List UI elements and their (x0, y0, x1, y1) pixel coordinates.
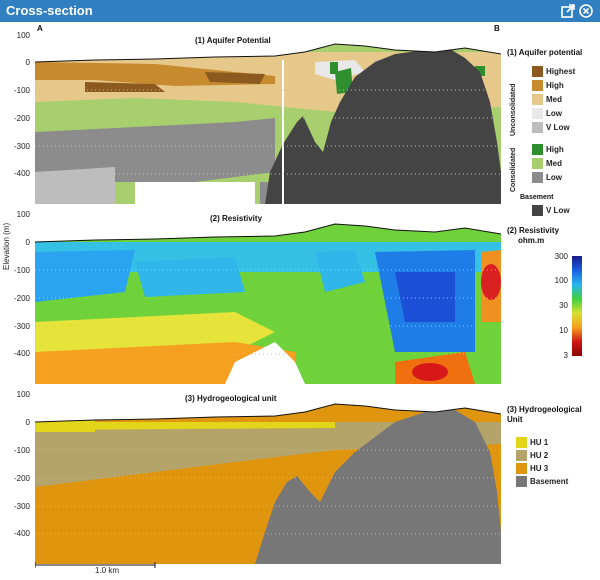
popout-icon[interactable] (560, 3, 576, 19)
p1-tick: 100 (16, 31, 30, 40)
legend1-swatch (532, 144, 543, 155)
colorbar-tick: 100 (554, 276, 568, 285)
window-title: Cross-section (6, 3, 93, 18)
legend3-label: HU 3 (530, 464, 549, 473)
legend1-label: V Low (546, 123, 570, 132)
section-start-label: A (37, 24, 43, 33)
legend1-swatch (532, 122, 543, 133)
legend3-label: HU 2 (530, 451, 549, 460)
scale-bar-label: 1.0 km (95, 566, 120, 575)
legend2-unit: ohm.m (518, 236, 545, 245)
aquifer-panel-title: (1) Aquifer Potential (195, 36, 271, 45)
legend1-label: V Low (546, 206, 570, 215)
colorbar-tick: 10 (559, 326, 568, 335)
legend1-label: Low (546, 109, 562, 118)
legend1-swatch (532, 94, 543, 105)
legend1-title: (1) Aquifer potential (507, 48, 583, 57)
aquifer-potential-panel (35, 32, 501, 204)
scale-bar (35, 562, 156, 568)
p2-tick: -400 (13, 349, 30, 358)
resistivity-colorbar (572, 256, 582, 356)
legend1-group-basement: Basement (520, 194, 554, 201)
legend3-swatch (516, 450, 527, 461)
legend1-label: Med (546, 159, 562, 168)
p2-tick: -200 (13, 294, 30, 303)
legend1-label: Low (546, 173, 562, 182)
colorbar-tick: 300 (554, 252, 568, 261)
legend1-swatch (532, 205, 543, 216)
p1-tick: -300 (13, 142, 30, 151)
hydro-panel-title: (3) Hydrogeological unit (185, 394, 277, 403)
legend3-title: (3) Hydrogeological Unit (507, 405, 582, 424)
colorbar-tick: 30 (559, 301, 568, 310)
p3-tick: -200 (13, 474, 30, 483)
legend1-group-unconsolidated: Unconsolidated (510, 83, 517, 136)
p3-tick: -300 (13, 502, 30, 511)
p1-tick: -200 (13, 114, 30, 123)
p2-tick: 0 (25, 238, 30, 247)
legend1-swatch (532, 80, 543, 91)
legend3-label: Basement (530, 477, 569, 486)
p1-tick: -100 (13, 86, 30, 95)
hydrogeological-panel (35, 392, 501, 564)
legend1-swatch (532, 172, 543, 183)
legend3-swatch (516, 463, 527, 474)
legend3-swatch (516, 476, 527, 487)
legend1-swatch (532, 66, 543, 77)
p3-tick: -400 (13, 529, 30, 538)
p3-tick: -100 (13, 446, 30, 455)
window-titlebar: Cross-section (0, 0, 600, 22)
colorbar-tick: 3 (563, 351, 568, 360)
legend1-label: Med (546, 95, 562, 104)
p2-tick: 100 (16, 210, 30, 219)
close-icon[interactable] (578, 3, 594, 19)
p1-tick: 0 (25, 58, 30, 67)
p2-tick: -100 (13, 266, 30, 275)
legend1-label: High (546, 145, 564, 154)
p1-tick: -400 (13, 169, 30, 178)
legend3-label: HU 1 (530, 438, 549, 447)
p2-tick: -300 (13, 322, 30, 331)
legend1-swatch (532, 108, 543, 119)
legend1-group-consolidated: Consolidated (510, 147, 517, 192)
p3-tick: 0 (25, 418, 30, 427)
legend2-title: (2) Resistivity (507, 226, 560, 235)
legend1-label: High (546, 81, 564, 90)
legend1-swatch (532, 158, 543, 169)
legend3-swatch (516, 437, 527, 448)
legend1-label: Highest (546, 67, 576, 76)
section-end-label: B (494, 24, 500, 33)
p3-tick: 100 (16, 390, 30, 399)
resistivity-panel-title: (2) Resistivity (210, 214, 263, 223)
resistivity-panel (35, 212, 501, 384)
